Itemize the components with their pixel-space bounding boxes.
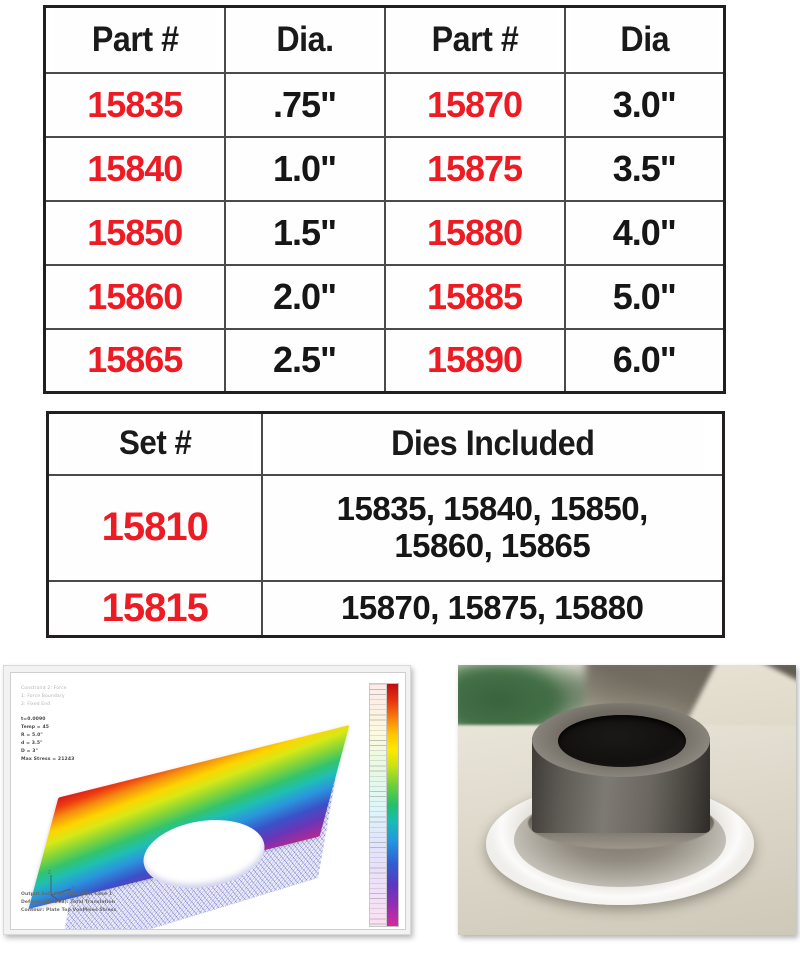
stress-color-legend — [369, 683, 399, 927]
table-row: 15815 15870, 15875, 15880 — [46, 579, 725, 638]
column-header-part-a: Part # — [50, 5, 219, 74]
table-header-row: Set # Dies Included — [48, 411, 724, 476]
dies-included: 15870, 15875, 15880 — [260, 579, 725, 638]
table-row: 15860 2.0" 15885 5.0" — [43, 263, 726, 330]
table-row: 15865 2.5" 15890 6.0" — [43, 327, 726, 394]
part-number: 15890 — [383, 327, 566, 394]
diameter-value: 3.0" — [563, 71, 726, 138]
diameter-value: 1.0" — [223, 135, 386, 202]
part-number: 15865 — [43, 327, 226, 394]
photo-canvas — [458, 665, 796, 935]
column-header-part-b: Part # — [390, 5, 559, 74]
set-number: 15815 — [46, 579, 263, 638]
flanged-die-photograph — [458, 665, 796, 935]
diameter-value: 5.0" — [563, 263, 726, 330]
column-header-dia-b: Dia — [569, 5, 720, 74]
fea-load-case-text: t=0.0090 Temp = 45 R = 5.0" d = 3.5" D =… — [21, 717, 75, 763]
diameter-value: 1.5" — [223, 199, 386, 266]
part-number: 15850 — [43, 199, 226, 266]
die-set-table: Set # Dies Included 15810 15835, 15840, … — [46, 411, 725, 638]
legend-tick-scale — [369, 683, 387, 927]
diameter-value: 4.0" — [563, 199, 726, 266]
part-number: 15835 — [43, 71, 226, 138]
table-row: 15810 15835, 15840, 15850, 15860, 15865 — [46, 473, 725, 582]
part-number: 15885 — [383, 263, 566, 330]
die-bore-opening — [558, 715, 686, 767]
diameter-value: 2.5" — [223, 327, 386, 394]
diameter-value: 3.5" — [563, 135, 726, 202]
part-number: 15875 — [383, 135, 566, 202]
axis-triad-icon: Z X Y — [48, 870, 75, 903]
part-number: 15880 — [383, 199, 566, 266]
table-header-row: Part # Dia. Part # Dia — [45, 5, 725, 74]
table-row: 15850 1.5" 15880 4.0" — [43, 199, 726, 266]
fea-plot-canvas: Constraint 2: Force 1: Force Boundary 2:… — [10, 672, 406, 930]
column-header-dia-a: Dia. — [229, 5, 380, 74]
fea-output-set-caption: Output Set: MSC NASTRAN Case 1 Deformed(… — [21, 892, 117, 914]
part-number: 15840 — [43, 135, 226, 202]
set-number: 15810 — [46, 473, 263, 582]
diameter-value: 2.0" — [223, 263, 386, 330]
svg-text:X: X — [72, 885, 75, 890]
fea-boundary-condition-text: Constraint 2: Force 1: Force Boundary 2:… — [21, 686, 67, 708]
dies-included: 15835, 15840, 15850, 15860, 15865 — [260, 473, 725, 582]
column-header-set: Set # — [55, 411, 254, 476]
part-number: 15870 — [383, 71, 566, 138]
part-number: 15860 — [43, 263, 226, 330]
column-header-dies: Dies Included — [279, 411, 706, 476]
svg-text:Y: Y — [61, 898, 65, 903]
fea-stress-analysis-figure: Constraint 2: Force 1: Force Boundary 2:… — [3, 665, 411, 935]
diameter-value: 6.0" — [563, 327, 726, 394]
table-row: 15840 1.0" 15875 3.5" — [43, 135, 726, 202]
die-part-number-table: Part # Dia. Part # Dia 15835 .75" 15870 … — [43, 5, 726, 394]
diameter-value: .75" — [223, 71, 386, 138]
svg-text:Z: Z — [48, 870, 51, 875]
legend-color-bar — [387, 683, 399, 927]
table-row: 15835 .75" 15870 3.0" — [43, 71, 726, 138]
